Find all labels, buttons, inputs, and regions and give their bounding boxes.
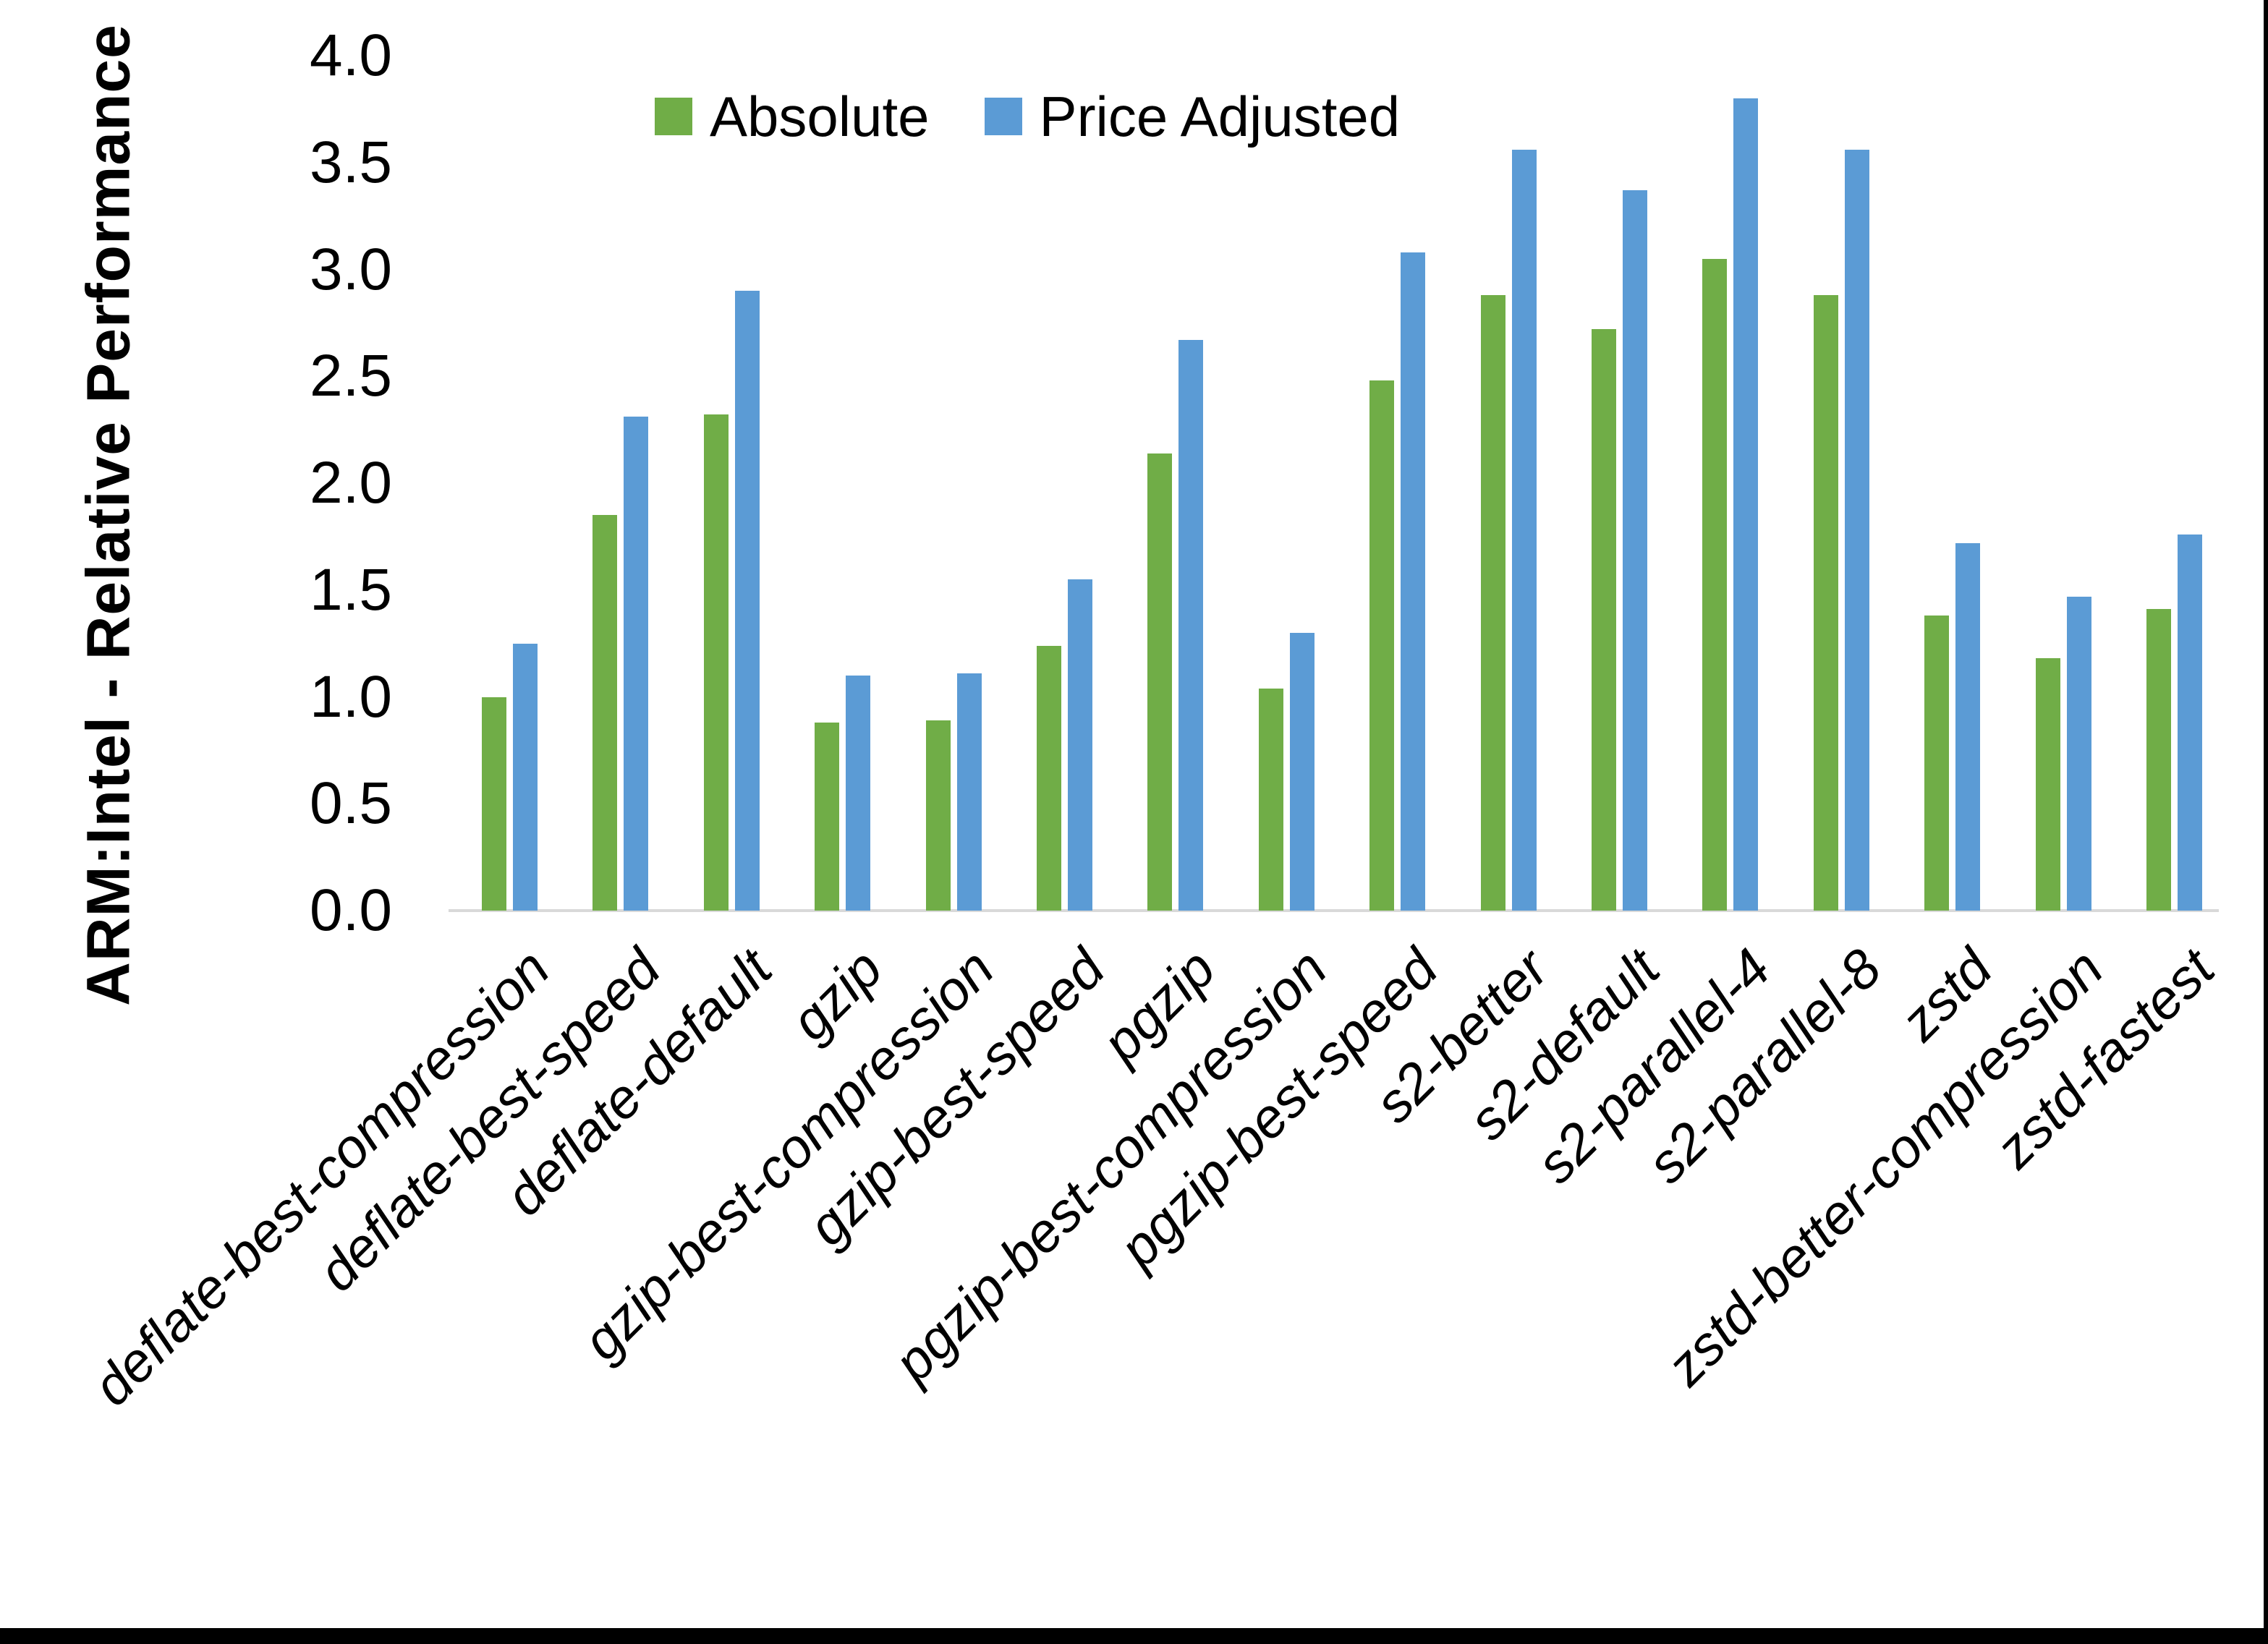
bar-price-adjusted-zstd-fastest <box>2178 534 2202 911</box>
bar-absolute-s2-default <box>1592 329 1616 911</box>
y-tick-label-1.5: 1.5 <box>310 556 392 623</box>
y-tick-label-3.5: 3.5 <box>310 129 392 195</box>
legend-item-absolute: Absolute <box>655 88 930 145</box>
bar-group-zstd-better-compression <box>2035 56 2091 911</box>
bar-price-adjusted-zstd <box>1955 542 1981 911</box>
bar-price-adjusted-s2-default <box>1623 190 1647 911</box>
bar-group-deflate-best-compression <box>482 56 538 911</box>
y-tick-label-2.5: 2.5 <box>310 343 392 409</box>
bar-absolute-gzip-best-compression <box>925 720 951 911</box>
bar-price-adjusted-deflate-best-speed <box>624 417 649 911</box>
bar-absolute-zstd-fastest <box>2146 609 2171 911</box>
bar-price-adjusted-zstd-better-compression <box>2066 596 2091 911</box>
bar-price-adjusted-s2-better <box>1511 150 1537 911</box>
bar-group-zstd <box>1924 56 1981 911</box>
bar-price-adjusted-gzip-best-speed <box>1068 579 1092 911</box>
bar-price-adjusted-pgzip-best-speed <box>1401 252 1426 911</box>
bar-absolute-zstd-better-compression <box>2035 658 2060 911</box>
bar-group-deflate-default <box>703 56 760 911</box>
bar-group-s2-better <box>1480 56 1537 911</box>
bar-absolute-s2-parallel-8 <box>1813 294 1838 911</box>
bar-price-adjusted-deflate-best-compression <box>513 643 538 911</box>
bar-price-adjusted-s2-parallel-8 <box>1844 150 1869 911</box>
bar-group-zstd-fastest <box>2146 56 2202 911</box>
screenshot-right-border <box>2264 0 2268 1644</box>
plot-area <box>449 56 2219 912</box>
bar-group-gzip-best-speed <box>1037 56 1092 911</box>
bar-price-adjusted-gzip <box>846 675 871 911</box>
y-tick-label-4.0: 4.0 <box>310 22 392 88</box>
bar-group-s2-parallel-8 <box>1813 56 1869 911</box>
y-tick-label-0.5: 0.5 <box>310 770 392 837</box>
bar-price-adjusted-gzip-best-compression <box>956 673 982 911</box>
y-tick-label-1.0: 1.0 <box>310 663 392 730</box>
bar-absolute-s2-better <box>1480 294 1505 911</box>
legend-label-price-adjusted: Price Adjusted <box>1039 85 1401 148</box>
y-tick-label-0.0: 0.0 <box>310 877 392 943</box>
bar-group-pgzip-best-compression <box>1258 56 1314 911</box>
bar-group-deflate-best-speed <box>593 56 649 911</box>
bar-group-gzip-best-compression <box>925 56 982 911</box>
legend: Absolute Price Adjusted <box>655 88 1400 145</box>
y-tick-label-3.0: 3.0 <box>310 236 392 302</box>
x-axis-label-deflate-best-compression: deflate-best-compression <box>81 937 562 1418</box>
y-axis-title: ARM:Intel - Relative Performance <box>74 24 143 1006</box>
y-tick-label-2.0: 2.0 <box>310 450 392 516</box>
bar-group-s2-parallel-4 <box>1702 56 1759 911</box>
legend-label-absolute: Absolute <box>710 85 930 148</box>
legend-item-price-adjusted: Price Adjusted <box>984 85 1401 148</box>
bar-price-adjusted-s2-parallel-4 <box>1733 98 1759 911</box>
bar-absolute-gzip-best-speed <box>1037 645 1061 911</box>
screenshot-bottom-border <box>0 1628 2268 1644</box>
bar-absolute-s2-parallel-4 <box>1702 258 1728 911</box>
legend-swatch-absolute <box>655 98 692 135</box>
bar-absolute-zstd <box>1924 616 1950 911</box>
bar-price-adjusted-deflate-default <box>734 291 760 911</box>
bar-absolute-deflate-default <box>703 414 729 911</box>
bar-group-pgzip <box>1147 56 1204 911</box>
bar-absolute-pgzip-best-speed <box>1369 380 1395 911</box>
bar-price-adjusted-pgzip-best-compression <box>1289 632 1314 911</box>
bar-group-s2-default <box>1592 56 1647 911</box>
legend-swatch-price-adjusted <box>984 98 1022 135</box>
bar-group-pgzip-best-speed <box>1369 56 1426 911</box>
bar-price-adjusted-pgzip <box>1178 340 1204 911</box>
bar-group-gzip <box>815 56 871 911</box>
x-axis-line <box>449 909 2219 912</box>
bar-absolute-pgzip-best-compression <box>1258 688 1283 911</box>
bar-absolute-deflate-best-compression <box>482 697 506 911</box>
bar-absolute-gzip <box>815 722 840 911</box>
bar-absolute-pgzip <box>1147 453 1173 911</box>
bar-absolute-deflate-best-speed <box>593 515 618 911</box>
